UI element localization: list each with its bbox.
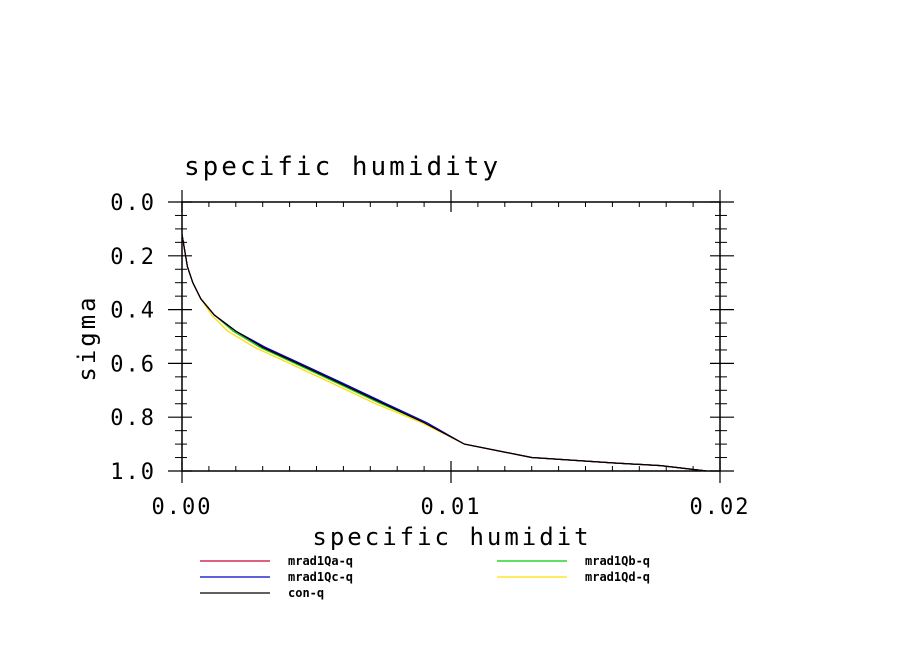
y-tick-label: 0.0 <box>110 191 156 216</box>
legend-label: mrad1Qb-q <box>585 554 650 568</box>
y-tick-label: 0.4 <box>110 299 156 324</box>
y-tick-label: 0.2 <box>110 245 156 270</box>
y-tick-label: 0.8 <box>110 406 156 431</box>
legend: mrad1Qa-q mrad1Qb-q mrad1Qc-q mrad1Qd-q con-… <box>200 554 650 600</box>
series-line-mrad1Qa-q <box>181 234 707 472</box>
x-axis-label: specific humidit <box>312 523 591 551</box>
legend-label: con-q <box>288 586 324 600</box>
series-line-mrad1Qd-q <box>181 234 707 472</box>
y-axis-label: sigma <box>73 294 101 381</box>
legend-label: mrad1Qa-q <box>288 554 353 568</box>
plot-frame <box>181 201 721 472</box>
series-line-mrad1Qc-q <box>181 234 707 472</box>
x-tick-label: 0.00 <box>152 495 213 520</box>
legend-label: mrad1Qc-q <box>288 570 353 584</box>
legend-label: mrad1Qd-q <box>585 570 650 584</box>
x-tick-label: 0.01 <box>421 495 482 520</box>
series-group <box>181 234 707 472</box>
y-tick-label: 1.0 <box>110 460 156 485</box>
chart-title: specific humidity <box>184 152 501 182</box>
series-line-mrad1Qb-q <box>181 234 707 472</box>
series-line-con-q <box>181 234 707 472</box>
axes: 0.0 0.2 0.4 0.6 0.8 1.0 0.00 0.01 0.02 <box>110 190 751 520</box>
y-tick-label: 0.6 <box>110 352 156 377</box>
x-tick-label: 0.02 <box>690 495 751 520</box>
